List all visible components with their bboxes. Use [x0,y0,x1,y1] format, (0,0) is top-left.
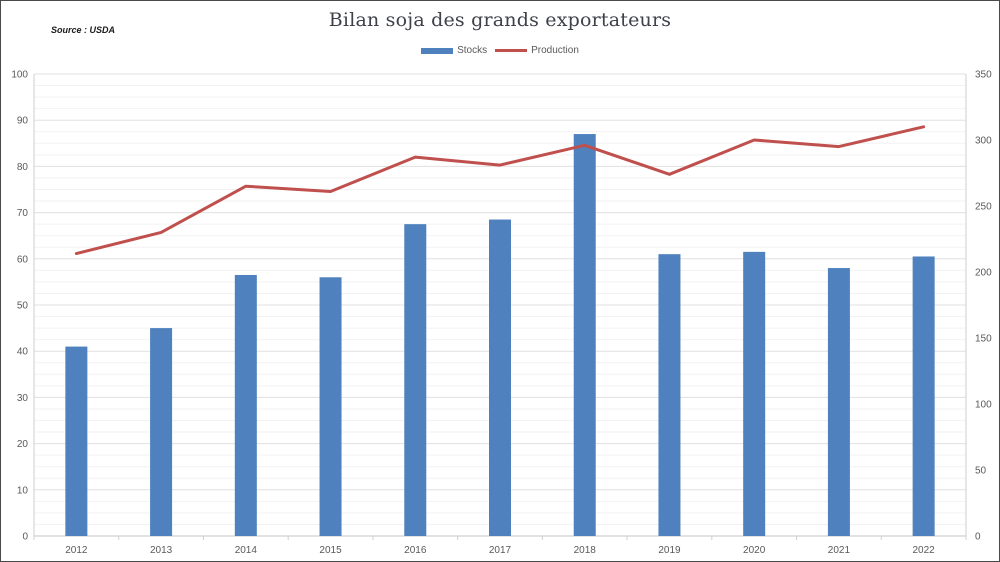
right-axis-tick-label: 150 [975,334,992,345]
bar-2018[interactable] [573,134,596,536]
production-line-swatch-icon [495,49,528,52]
right-axis-tick-label: 250 [975,202,992,213]
left-axis-tick-label: 100 [11,70,28,81]
legend-label-stocks: Stocks [457,45,488,56]
right-axis-tick-label: 50 [975,466,987,477]
right-axis-tick-label: 300 [975,136,992,147]
left-axis-tick-label: 70 [17,208,29,219]
left-axis-tick-label: 50 [17,301,29,312]
left-axis-tick-label: 0 [22,532,28,543]
bar-2015[interactable] [319,277,342,536]
right-axis-tick-label: 200 [975,268,992,279]
bar-2021[interactable] [827,268,850,536]
x-axis-label-2020: 2020 [743,545,766,556]
left-axis-tick-label: 60 [17,254,29,265]
bar-2016[interactable] [404,224,427,536]
x-axis-label-2018: 2018 [574,545,597,556]
x-axis-label-2014: 2014 [235,545,258,556]
x-axis-label-2016: 2016 [404,545,427,556]
chart-title: Bilan soja des grands exportateurs [328,9,672,31]
right-axis-tick-label: 350 [975,70,992,81]
right-axis-tick-label: 100 [975,400,992,411]
bar-2013[interactable] [150,328,173,536]
bar-2019[interactable] [658,254,681,536]
left-axis-tick-label: 30 [17,393,29,404]
left-axis-tick-label: 10 [17,485,29,496]
production-line[interactable] [74,125,926,256]
x-axis-label-2019: 2019 [658,545,681,556]
legend-item-stocks[interactable]: Stocks [421,45,487,56]
right-axis-tick-label: 0 [975,532,981,543]
bar-2012[interactable] [65,346,88,536]
bar-2014[interactable] [234,274,257,536]
legend-item-production[interactable]: Production [495,45,579,56]
left-axis-tick-label: 40 [17,347,29,358]
left-axis-tick-label: 90 [17,116,29,127]
bar-2017[interactable] [489,219,511,536]
x-axis-label-2017: 2017 [489,545,512,556]
x-axis-label-2013: 2013 [150,545,173,556]
x-axis-label-2022: 2022 [913,545,936,556]
left-axis-tick-label: 20 [17,439,29,450]
bar-2020[interactable] [743,251,766,536]
left-axis-tick-label: 80 [17,162,29,173]
x-axis-label-2015: 2015 [319,545,342,556]
chart-source: Source : USDA [51,25,116,35]
x-axis-label-2012: 2012 [65,545,88,556]
chart-legend: Stocks Production [1,45,999,56]
bar-2022[interactable] [912,256,935,536]
x-axis-label-2021: 2021 [828,545,851,556]
legend-label-production: Production [531,45,579,56]
stocks-bar-swatch-icon [421,47,454,54]
